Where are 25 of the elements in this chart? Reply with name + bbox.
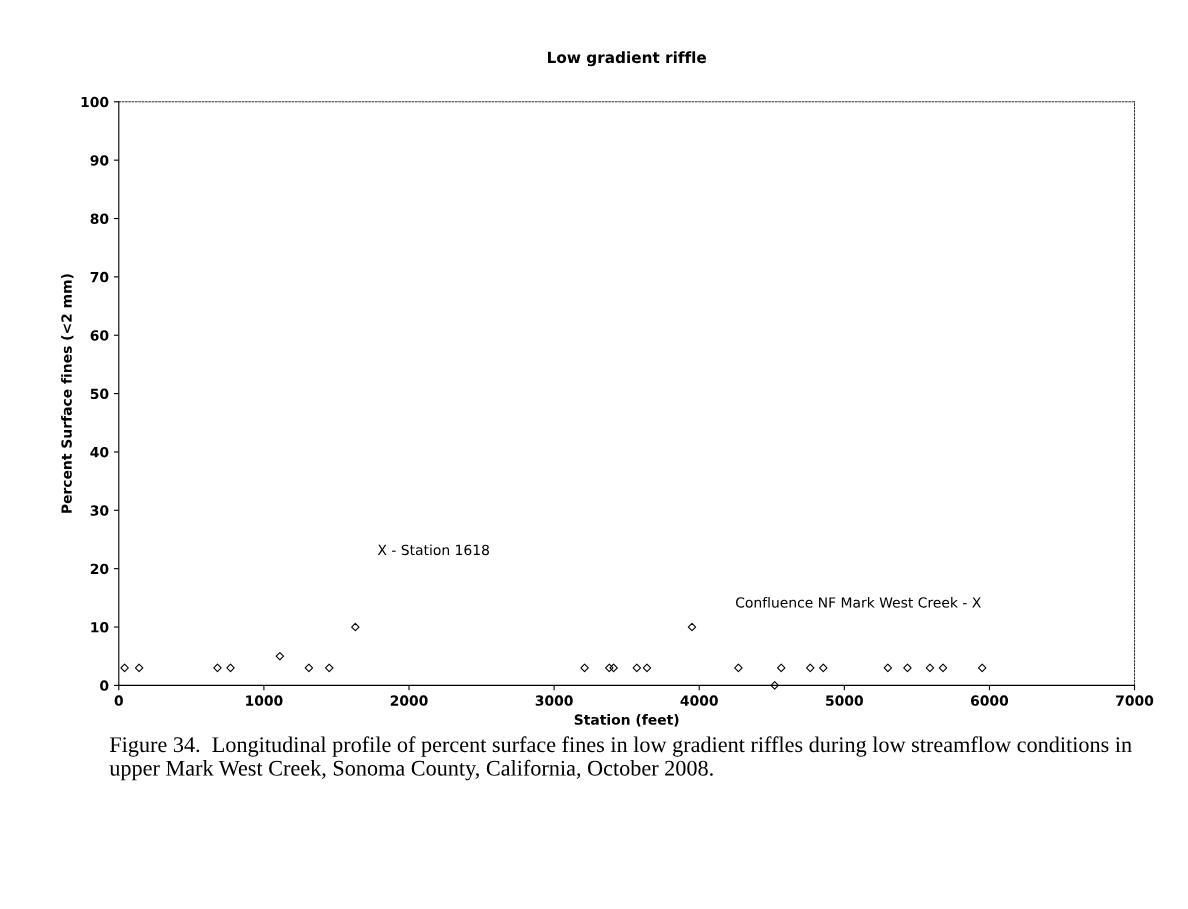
- y-tick-label: 20: [90, 563, 109, 575]
- y-tick-label: 0: [100, 680, 109, 691]
- x-tick-label: 6000: [970, 695, 1009, 706]
- y-tick-label: 60: [90, 330, 109, 341]
- annotation: Confluence NF Mark West Creek - X: [735, 596, 981, 608]
- x-tick-label: 3000: [535, 695, 573, 706]
- y-axis-title: Percent Surface fines (<2 mm): [61, 274, 74, 513]
- x-tick-label: 5000: [826, 695, 863, 706]
- y-tick-label: 100: [81, 96, 109, 108]
- y-tick-label: 30: [90, 505, 109, 516]
- y-tick-label: 40: [90, 446, 109, 458]
- x-tick-label: 4000: [680, 695, 718, 706]
- caption: Figure 34. Longitudinal profile of percent surface fines in low gradient riffles during low streamflow conditions in upper Mark West Creek, Sonoma County, California, October 2008.: [109, 736, 1132, 781]
- x-axis-title: Station (feet): [574, 714, 679, 727]
- x-tick-label: 7000: [1116, 695, 1154, 706]
- y-tick-label: 50: [90, 388, 109, 400]
- y-tick-label: 90: [90, 155, 109, 166]
- x-tick-label: 2000: [390, 695, 428, 706]
- y-tick-label: 70: [90, 271, 109, 283]
- x-tick-label: 0: [114, 695, 123, 706]
- y-tick-label: 10: [91, 622, 109, 633]
- annotation: X - Station 1618: [377, 544, 489, 556]
- x-tick-label: 1000: [246, 695, 283, 706]
- chart-title: Low gradient riffle: [548, 51, 706, 67]
- y-tick-label: 80: [90, 213, 109, 224]
